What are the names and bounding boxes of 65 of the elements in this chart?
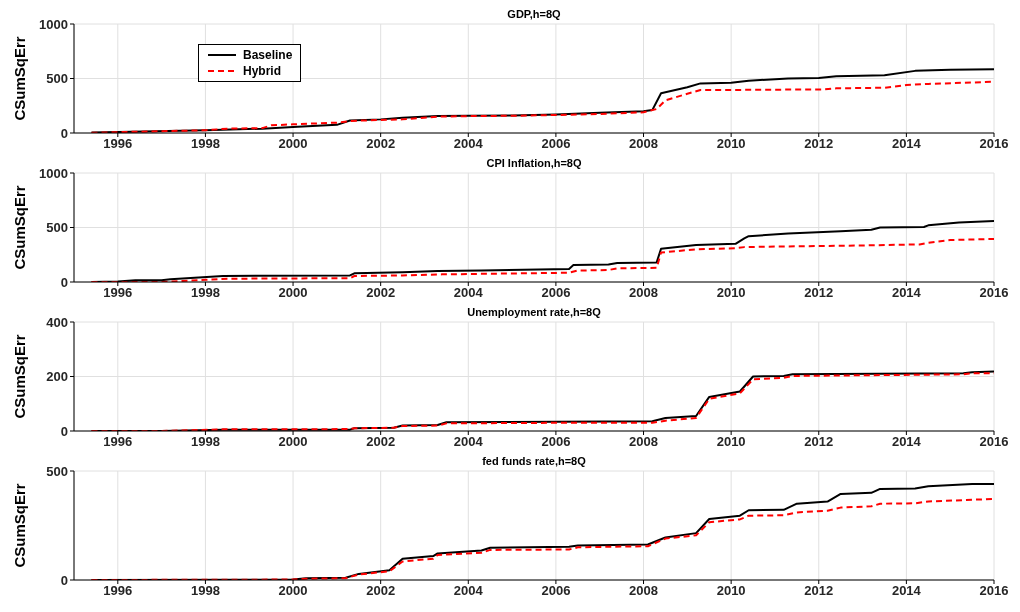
- x-tick-label: 1998: [190, 136, 220, 152]
- x-tick-label: 2016: [979, 434, 1009, 450]
- x-tick-label: 2014: [891, 583, 922, 599]
- y-axis-title: CSumSqErr: [11, 36, 29, 121]
- x-tick-label: 2014: [891, 434, 922, 450]
- x-tick-label: 2008: [629, 285, 658, 301]
- x-tick-label: 2016: [979, 136, 1009, 152]
- y-tick-label: 200: [46, 369, 68, 385]
- x-tick-label: 2002: [366, 583, 396, 599]
- y-tick-label: 400: [46, 314, 68, 330]
- x-tick-label: 2016: [979, 583, 1009, 599]
- y-tick-label: 1000: [39, 16, 68, 32]
- x-tick-label: 2004: [453, 285, 484, 301]
- x-tick-label: 2006: [541, 583, 571, 599]
- y-tick-label: 500: [46, 220, 68, 236]
- y-tick-label: 0: [60, 423, 68, 439]
- chart-title: GDP,h=8Q: [506, 8, 562, 20]
- x-tick-label: 1998: [190, 434, 220, 450]
- y-tick-label: 0: [60, 274, 68, 290]
- x-tick-label: 2008: [629, 136, 658, 152]
- x-tick-label: 2012: [804, 583, 834, 599]
- x-tick-label: 1996: [103, 583, 133, 599]
- x-tick-label: 2012: [804, 285, 834, 301]
- y-axis-title: CSumSqErr: [11, 483, 29, 568]
- x-tick-label: 2000: [278, 434, 308, 450]
- x-tick-label: 2000: [278, 583, 308, 599]
- y-axis-title: CSumSqErr: [11, 185, 29, 270]
- x-tick-label: 1996: [103, 136, 133, 152]
- x-tick-label: 2014: [891, 285, 922, 301]
- x-tick-label: 2000: [278, 136, 308, 152]
- x-tick-label: 2010: [716, 583, 746, 599]
- x-tick-label: 2010: [716, 136, 746, 152]
- x-tick-label: 2008: [629, 434, 658, 450]
- chart-title: fed funds rate,h=8Q: [481, 455, 587, 467]
- legend-label: Hybrid: [243, 63, 282, 79]
- y-axis-title: CSumSqErr: [11, 334, 29, 419]
- chart-title: Unemployment rate,h=8Q: [466, 306, 602, 318]
- x-tick-label: 1996: [103, 285, 133, 301]
- x-tick-label: 2002: [366, 285, 396, 301]
- x-tick-label: 2000: [278, 285, 308, 301]
- x-tick-label: 2006: [541, 285, 571, 301]
- x-tick-label: 2004: [453, 434, 484, 450]
- x-tick-label: 2008: [629, 583, 658, 599]
- x-tick-label: 2002: [366, 434, 396, 450]
- x-tick-label: 2006: [541, 136, 571, 152]
- x-tick-label: 2004: [453, 136, 484, 152]
- y-tick-label: 0: [60, 572, 68, 588]
- x-tick-label: 2012: [804, 136, 834, 152]
- y-tick-label: 500: [46, 463, 68, 479]
- x-tick-label: 2016: [979, 285, 1009, 301]
- x-tick-label: 2006: [541, 434, 571, 450]
- x-tick-label: 2002: [366, 136, 396, 152]
- y-tick-label: 500: [46, 71, 68, 87]
- legend-label: Baseline: [243, 47, 293, 63]
- x-tick-label: 2010: [716, 434, 746, 450]
- x-tick-label: 2012: [804, 434, 834, 450]
- x-tick-label: 2010: [716, 285, 746, 301]
- x-tick-label: 2014: [891, 136, 922, 152]
- chart-title: CPI Inflation,h=8Q: [485, 157, 583, 169]
- x-tick-label: 1996: [103, 434, 133, 450]
- x-tick-label: 1998: [190, 583, 220, 599]
- x-tick-label: 2004: [453, 583, 484, 599]
- x-tick-label: 1998: [190, 285, 220, 301]
- y-tick-label: 0: [60, 125, 68, 141]
- y-tick-label: 1000: [39, 165, 68, 181]
